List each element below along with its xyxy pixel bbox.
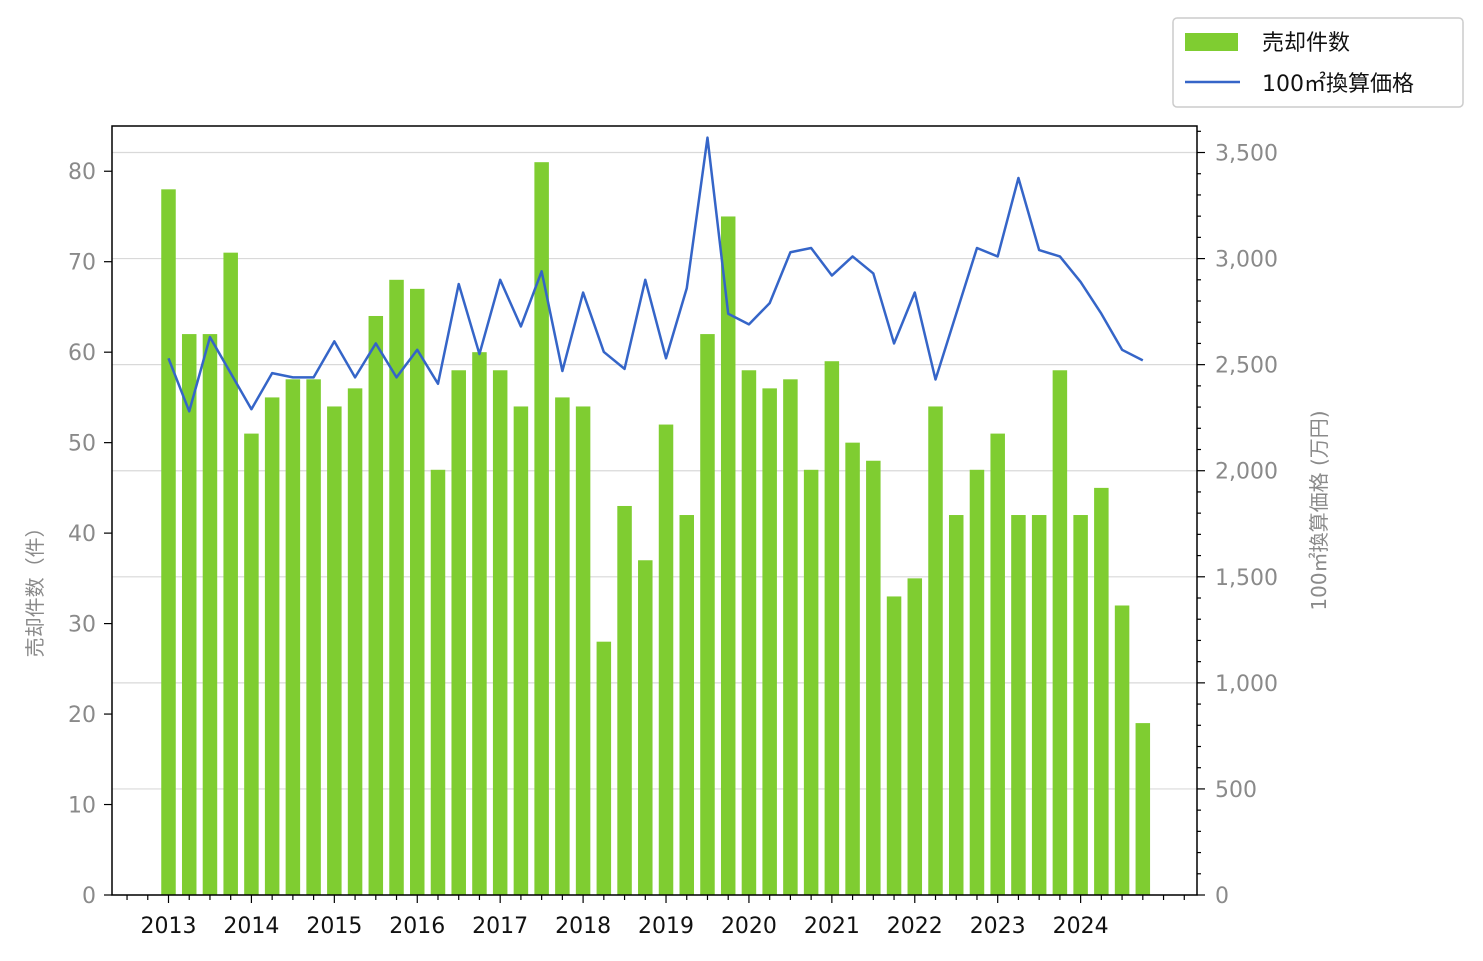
y-right-tick-label: 500: [1215, 778, 1257, 803]
bar: [845, 442, 860, 895]
x-axis: 2013 2014 2015 2016 2017 2018 2019 2020 2021 2022…: [126, 895, 1185, 939]
bar: [181, 334, 197, 895]
x-tick-label: 2022: [887, 914, 943, 939]
y-left-tick-label: 30: [68, 613, 96, 638]
bar: [617, 505, 632, 895]
bar: [1114, 605, 1130, 895]
bar: [410, 288, 425, 895]
bar: [430, 469, 446, 895]
bar: [720, 216, 736, 895]
x-tick-label: 2023: [970, 914, 1026, 939]
bar: [1135, 723, 1151, 895]
bar: [866, 460, 881, 895]
bar: [306, 379, 321, 896]
bar: [368, 315, 384, 895]
x-tick-label: 2013: [141, 914, 197, 939]
price-line: [167, 136, 1144, 413]
x-tick-label: 2014: [223, 914, 279, 939]
bar: [451, 370, 466, 895]
bar: [347, 388, 363, 895]
bar: [1052, 370, 1068, 895]
bar: [679, 515, 694, 895]
bar-series: [161, 162, 1151, 896]
y-left-tick-label: 60: [68, 341, 96, 366]
bar: [700, 334, 715, 895]
x-tick-label: 2016: [389, 914, 445, 939]
plot-frame: [111, 125, 1198, 896]
bar: [264, 397, 280, 895]
bar: [389, 279, 404, 895]
y-left-tick-label: 20: [68, 703, 96, 728]
bar: [783, 379, 798, 896]
bar: [948, 515, 964, 895]
bar: [223, 252, 238, 896]
x-tick-label: 2024: [1053, 914, 1109, 939]
bar: [741, 370, 757, 895]
y-axis-left: 0 10 20 30 40 50 60 70 80: [68, 160, 112, 909]
bar: [803, 469, 819, 895]
bar: [638, 560, 653, 895]
y-right-tick-label: 3,000: [1215, 248, 1278, 273]
bar: [1094, 487, 1109, 895]
y-left-tick-label: 50: [68, 432, 96, 457]
bar: [202, 334, 218, 895]
bar: [327, 406, 342, 895]
y-left-tick-label: 0: [82, 884, 96, 909]
y-left-tick-label: 40: [68, 522, 96, 547]
legend-bar-label: 売却件数: [1262, 31, 1350, 56]
bar: [928, 406, 943, 895]
y-left-tick-label: 80: [68, 160, 96, 185]
y-left-tick-label: 70: [68, 251, 96, 276]
bar: [886, 596, 902, 895]
bar: [969, 469, 985, 895]
y-left-tick-label: 10: [68, 794, 96, 819]
y-right-tick-label: 3,500: [1215, 142, 1278, 167]
bar: [1011, 515, 1026, 895]
bar: [285, 379, 301, 896]
bar: [824, 361, 840, 896]
bar: [534, 162, 549, 895]
y-right-tick-label: 2,500: [1215, 354, 1278, 379]
x-tick-label: 2020: [721, 914, 777, 939]
x-tick-label: 2021: [804, 914, 860, 939]
x-tick-label: 2018: [555, 914, 611, 939]
bar: [658, 424, 674, 895]
y-right-tick-label: 1,500: [1215, 566, 1278, 591]
bar: [492, 370, 508, 895]
legend-bar-swatch: [1185, 33, 1238, 51]
bar: [1073, 515, 1088, 895]
bar: [513, 406, 529, 895]
bar: [555, 397, 570, 895]
bar: [472, 352, 487, 895]
y-right-tick-label: 2,000: [1215, 460, 1278, 485]
bar: [161, 189, 176, 895]
y-axis-left-title: 売却件数（件）: [23, 517, 47, 657]
legend-line-label: 100㎡換算価格: [1262, 71, 1414, 97]
bar: [596, 641, 612, 895]
x-tick-label: 2015: [306, 914, 362, 939]
bar: [575, 406, 591, 895]
legend: 売却件数 100㎡換算価格: [1172, 17, 1464, 108]
bar: [244, 433, 259, 895]
y-right-tick-label: 1,000: [1215, 672, 1278, 697]
y-axis-right: 0 500 1,000 1,500 2,000 2,500 3,000 3,500: [1197, 130, 1278, 909]
bar: [762, 388, 777, 895]
x-tick-label: 2019: [638, 914, 694, 939]
bar: [1031, 515, 1047, 895]
bar: [907, 578, 923, 895]
x-tick-label: 2017: [472, 914, 528, 939]
y-right-tick-label: 0: [1215, 884, 1229, 909]
legend-box: [1172, 17, 1464, 108]
bar: [990, 433, 1005, 895]
y-axis-right-title: 100㎡換算価格 (万円): [1307, 410, 1331, 610]
